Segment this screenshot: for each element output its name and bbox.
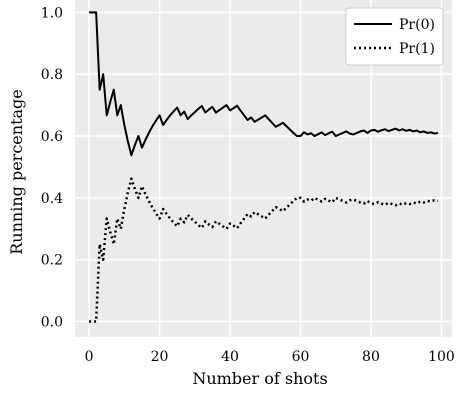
- x-tick-label: 100: [428, 349, 455, 365]
- x-tick-label: 60: [292, 349, 310, 365]
- y-tick-label: 1.0: [41, 5, 63, 21]
- legend-label-pr0: Pr(0): [399, 17, 435, 33]
- x-tick-label: 20: [151, 349, 169, 365]
- x-tick-label: 80: [362, 349, 380, 365]
- x-axis-label: Number of shots: [192, 369, 327, 388]
- legend: Pr(0) Pr(1): [345, 7, 444, 66]
- y-tick-label: 0.4: [41, 191, 63, 207]
- y-tick-label: 0.6: [41, 129, 63, 145]
- x-tick-label: 40: [221, 349, 239, 365]
- legend-label-pr1: Pr(1): [399, 41, 435, 57]
- series-line-pr0: [89, 11, 439, 157]
- y-tick-label: 0.2: [41, 253, 63, 269]
- y-axis-ticks: 0.0 0.2 0.4 0.6 0.8 1.0: [41, 5, 63, 330]
- x-tick-label: 0: [85, 349, 94, 365]
- y-axis-label: Running percentage: [7, 89, 26, 254]
- series-line-pr1: [89, 177, 439, 323]
- x-axis-ticks: 0 20 40 60 80 100: [85, 349, 455, 365]
- y-tick-label: 0.8: [41, 67, 63, 83]
- legend-box: [345, 7, 444, 66]
- y-tick-label: 0.0: [41, 315, 63, 331]
- series-lines: [89, 11, 439, 323]
